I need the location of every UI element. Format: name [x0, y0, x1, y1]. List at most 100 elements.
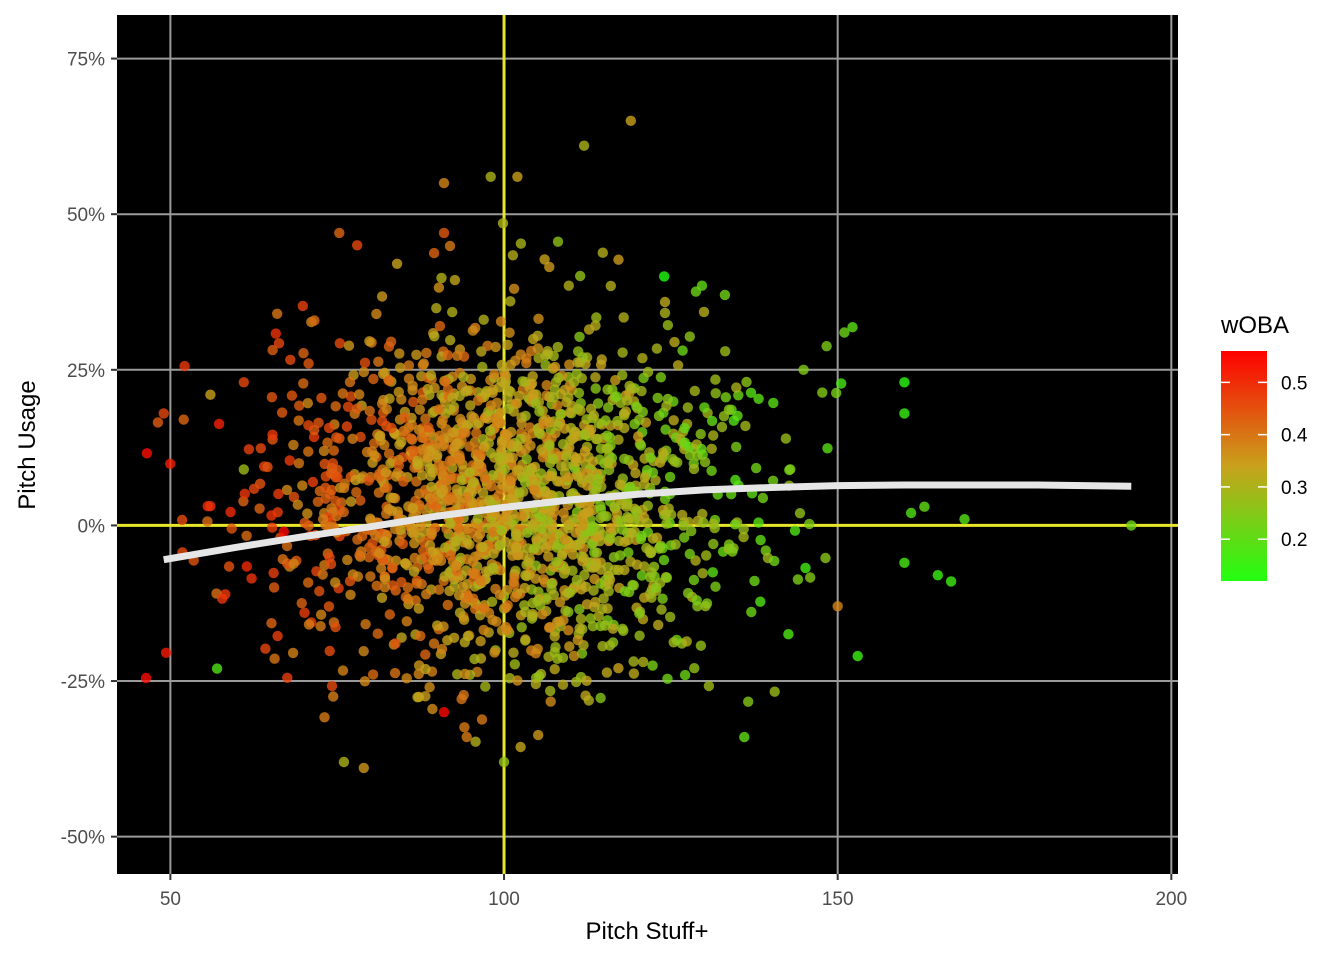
data-point: [532, 595, 543, 607]
data-point: [303, 619, 315, 630]
data-point: [642, 517, 653, 529]
data-point: [530, 678, 542, 690]
data-point: [390, 638, 401, 649]
data-point: [502, 339, 513, 350]
data-point: [479, 473, 491, 484]
data-point: [363, 475, 374, 486]
data-point: [440, 424, 452, 435]
data-point: [371, 308, 382, 320]
data-point: [432, 620, 443, 631]
data-point: [648, 561, 660, 572]
data-point: [579, 429, 590, 440]
data-point: [370, 529, 381, 541]
data-point: [226, 523, 237, 534]
data-point: [488, 562, 499, 573]
data-point: [354, 389, 365, 400]
data-point: [457, 581, 468, 592]
data-point: [273, 488, 284, 500]
data-point: [780, 433, 792, 444]
data-point: [359, 676, 371, 687]
data-point: [241, 561, 252, 572]
data-point: [293, 415, 304, 426]
data-point: [278, 526, 289, 537]
data-point: [213, 418, 225, 430]
data-point: [496, 359, 507, 371]
data-point: [932, 570, 943, 581]
legend-colorbar: [1221, 351, 1267, 581]
data-point: [653, 543, 665, 554]
data-point: [478, 314, 489, 325]
data-point: [533, 352, 544, 364]
data-point: [414, 404, 425, 415]
data-point: [345, 589, 356, 600]
data-point: [720, 346, 731, 357]
data-point: [542, 515, 553, 526]
data-point: [467, 567, 478, 578]
data-point: [852, 650, 863, 662]
data-point: [382, 482, 393, 493]
data-point: [667, 453, 678, 465]
data-point: [266, 392, 278, 403]
data-point: [384, 393, 395, 404]
data-point: [642, 500, 653, 511]
data-point: [433, 404, 445, 415]
data-point: [243, 444, 255, 455]
data-point: [372, 628, 383, 639]
data-point: [331, 432, 342, 443]
y-tick-label: 75%: [67, 50, 105, 71]
data-point: [269, 653, 280, 664]
data-point: [396, 436, 407, 448]
data-point: [706, 465, 717, 476]
data-point: [661, 401, 672, 412]
data-point: [590, 372, 601, 383]
data-point: [408, 396, 419, 408]
data-point: [503, 403, 514, 414]
data-point: [412, 459, 424, 470]
data-point: [899, 408, 910, 419]
data-point: [588, 585, 599, 596]
data-point: [330, 577, 341, 588]
data-point: [465, 400, 476, 411]
data-point: [420, 413, 431, 424]
data-point: [731, 382, 742, 393]
data-point: [552, 476, 563, 487]
data-point: [389, 667, 401, 679]
data-point: [417, 394, 428, 405]
data-point: [701, 550, 712, 561]
data-point: [586, 539, 597, 550]
data-point: [520, 410, 531, 422]
data-point: [543, 551, 554, 562]
legend-tick-label: 0.2: [1281, 530, 1307, 551]
data-point: [602, 384, 613, 395]
data-point: [653, 619, 664, 631]
data-point: [385, 336, 397, 347]
data-point: [268, 582, 280, 593]
data-point: [297, 300, 308, 312]
data-point: [545, 696, 556, 707]
data-point: [521, 357, 532, 369]
data-point: [530, 398, 541, 409]
data-point: [476, 714, 488, 725]
data-point: [374, 548, 385, 559]
data-point: [360, 619, 371, 630]
data-point: [514, 487, 525, 498]
data-point: [739, 731, 750, 743]
data-point: [591, 433, 602, 445]
data-point: [176, 514, 188, 526]
data-point: [423, 451, 434, 463]
data-point: [719, 289, 731, 301]
data-point: [551, 556, 562, 568]
data-point: [315, 609, 327, 620]
data-point: [602, 430, 613, 441]
data-point: [440, 542, 451, 553]
data-point: [578, 140, 590, 151]
data-point: [571, 453, 582, 464]
data-point: [303, 420, 314, 431]
data-point: [545, 685, 556, 697]
data-point: [494, 417, 505, 429]
data-point: [590, 485, 601, 496]
data-point: [574, 331, 585, 342]
data-point: [384, 609, 395, 620]
data-point: [544, 416, 555, 428]
